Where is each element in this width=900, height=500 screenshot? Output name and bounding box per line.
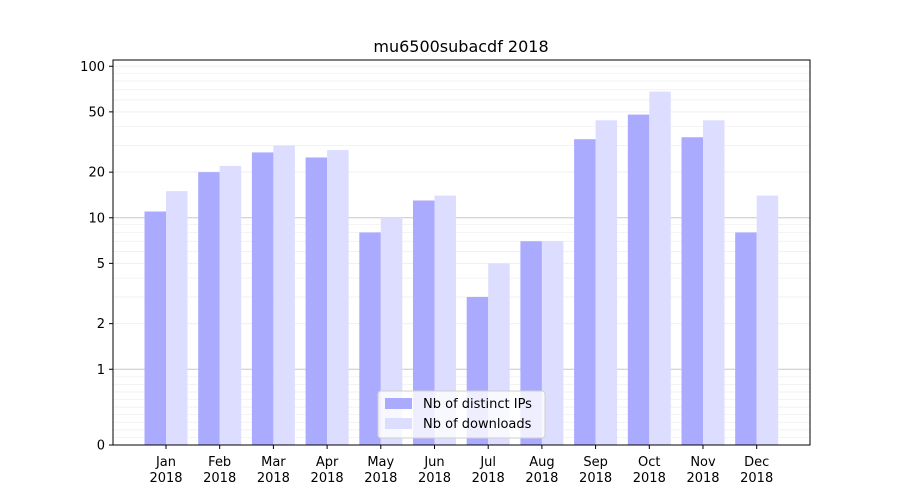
bar-distinct-ips xyxy=(681,137,703,445)
bars xyxy=(144,91,779,446)
x-tick-label-month: Mar xyxy=(261,455,286,470)
bar-distinct-ips xyxy=(251,152,274,445)
bar-downloads xyxy=(273,145,295,445)
bar-distinct-ips xyxy=(627,114,650,445)
legend-label: Nb of distinct IPs xyxy=(423,397,532,412)
x-tick-label-year: 2018 xyxy=(203,471,236,486)
x-tick-label-year: 2018 xyxy=(686,471,719,486)
x-tick-label-month: Jan xyxy=(155,455,176,470)
x-tick-label-year: 2018 xyxy=(311,471,344,486)
x-tick-label-month: Dec xyxy=(744,455,769,470)
bar-distinct-ips xyxy=(359,232,381,445)
bar-distinct-ips xyxy=(413,200,435,445)
x-tick-label-month: Jul xyxy=(479,455,496,470)
x-tick-label-year: 2018 xyxy=(740,471,773,486)
chart-title: mu6500subacdf 2018 xyxy=(373,37,548,56)
bar-downloads xyxy=(219,165,242,445)
bar-downloads xyxy=(327,150,349,445)
legend-swatch xyxy=(385,418,412,429)
x-tick-label-year: 2018 xyxy=(257,471,290,486)
x-tick-label-month: Aug xyxy=(529,455,554,470)
x-tick-label-month: Apr xyxy=(316,455,339,470)
x-tick-label-month: May xyxy=(367,455,394,470)
x-tick-label-year: 2018 xyxy=(525,471,558,486)
bar-downloads xyxy=(541,241,564,445)
bar-distinct-ips xyxy=(735,232,757,445)
legend-label: Nb of downloads xyxy=(423,417,532,432)
bar-distinct-ips xyxy=(574,139,596,446)
bar-distinct-ips xyxy=(305,157,328,445)
x-tick-label-year: 2018 xyxy=(364,471,397,486)
bar-downloads xyxy=(703,120,725,446)
plot-frame xyxy=(112,59,811,446)
y-tick-label: 0 xyxy=(97,439,105,454)
y-tick-label: 10 xyxy=(88,211,105,226)
x-tick-label-year: 2018 xyxy=(149,471,182,486)
y-tick-label: 50 xyxy=(88,105,105,120)
y-tick-label: 2 xyxy=(97,317,105,332)
bar-downloads xyxy=(434,195,456,445)
x-tick-label-month: Jun xyxy=(423,455,444,470)
x-tick-label-month: Nov xyxy=(690,455,716,470)
x-tick-label-year: 2018 xyxy=(579,471,612,486)
x-tick-label-month: Sep xyxy=(583,455,608,470)
x-tick-label-month: Feb xyxy=(208,455,231,470)
y-tick-label: 5 xyxy=(97,257,105,272)
y-axis: 0 1 2 5 10 20 50 100 xyxy=(80,60,113,454)
x-tick-label-year: 2018 xyxy=(633,471,666,486)
y-tick-label: 20 xyxy=(88,166,105,181)
x-tick-label-month: Oct xyxy=(638,455,660,470)
x-tick-label-year: 2018 xyxy=(472,471,505,486)
bar-downloads xyxy=(756,195,779,445)
y-tick-label: 100 xyxy=(80,60,105,75)
legend-swatch xyxy=(385,398,412,409)
bar-downloads xyxy=(380,217,403,445)
bar-downloads xyxy=(166,191,188,445)
x-axis: Jan2018Feb2018Mar2018Apr2018May2018Jun20… xyxy=(149,445,773,486)
bar-distinct-ips xyxy=(144,211,166,445)
bar-distinct-ips xyxy=(198,172,220,446)
bar-downloads xyxy=(595,120,618,446)
x-tick-label-year: 2018 xyxy=(418,471,451,486)
bar-downloads xyxy=(649,91,671,445)
legend-box xyxy=(377,390,546,439)
legend: Nb of distinct IPs Nb of downloads xyxy=(377,390,546,439)
y-tick-label: 1 xyxy=(97,363,105,378)
